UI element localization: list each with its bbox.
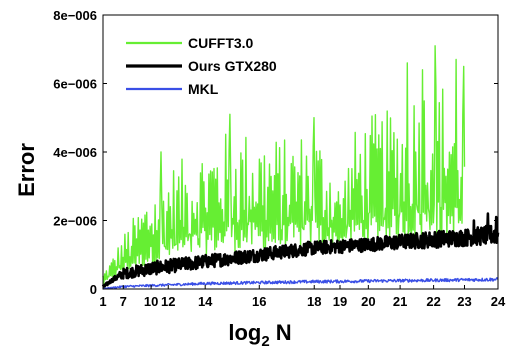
x-tick-label: 19 (333, 294, 347, 309)
x-tick-label: 21 (393, 294, 407, 309)
x-axis-title-base: log (228, 320, 261, 345)
x-tick-label: 23 (457, 294, 471, 309)
x-tick-label: 1 (99, 294, 106, 309)
legend-label: MKL (188, 81, 219, 97)
x-tick-label: 22 (426, 294, 440, 309)
series-line-mkl (102, 277, 499, 290)
x-tick-label: 24 (491, 294, 506, 309)
legend: CUFFT3.0 Ours GTX280 MKL (126, 35, 277, 97)
x-tick-label: 10 (144, 294, 158, 309)
x-tick-label: 20 (361, 294, 375, 309)
axes-layer: 0 2e−006 4e−006 6e−006 8e−006 1 7 10 12 14 16 18 19 2… (53, 8, 506, 309)
y-tick-label: 8e−006 (53, 8, 97, 23)
x-axis-title-subscript: 2 (261, 333, 269, 350)
series-line-cufft3-0 (102, 45, 466, 285)
y-tick-label: 6e−006 (53, 77, 97, 92)
y-tick-label: 2e−006 (53, 214, 97, 229)
x-tick-label: 7 (120, 294, 127, 309)
x-axis-title-tail: N (270, 320, 292, 345)
x-tick-label: 18 (307, 294, 321, 309)
y-axis-title: Error (14, 143, 39, 197)
y-tick-label: 0 (90, 282, 97, 297)
x-tick-label: 14 (198, 294, 213, 309)
series-line-ours-gtx280 (101, 212, 500, 288)
legend-label: Ours GTX280 (188, 58, 277, 74)
series-layer (101, 45, 500, 290)
x-axis-title: log2 N (228, 320, 291, 350)
legend-label: CUFFT3.0 (188, 35, 254, 51)
y-tick-label: 4e−006 (53, 145, 97, 160)
x-tick-label: 12 (161, 294, 175, 309)
x-tick-label: 16 (252, 294, 266, 309)
